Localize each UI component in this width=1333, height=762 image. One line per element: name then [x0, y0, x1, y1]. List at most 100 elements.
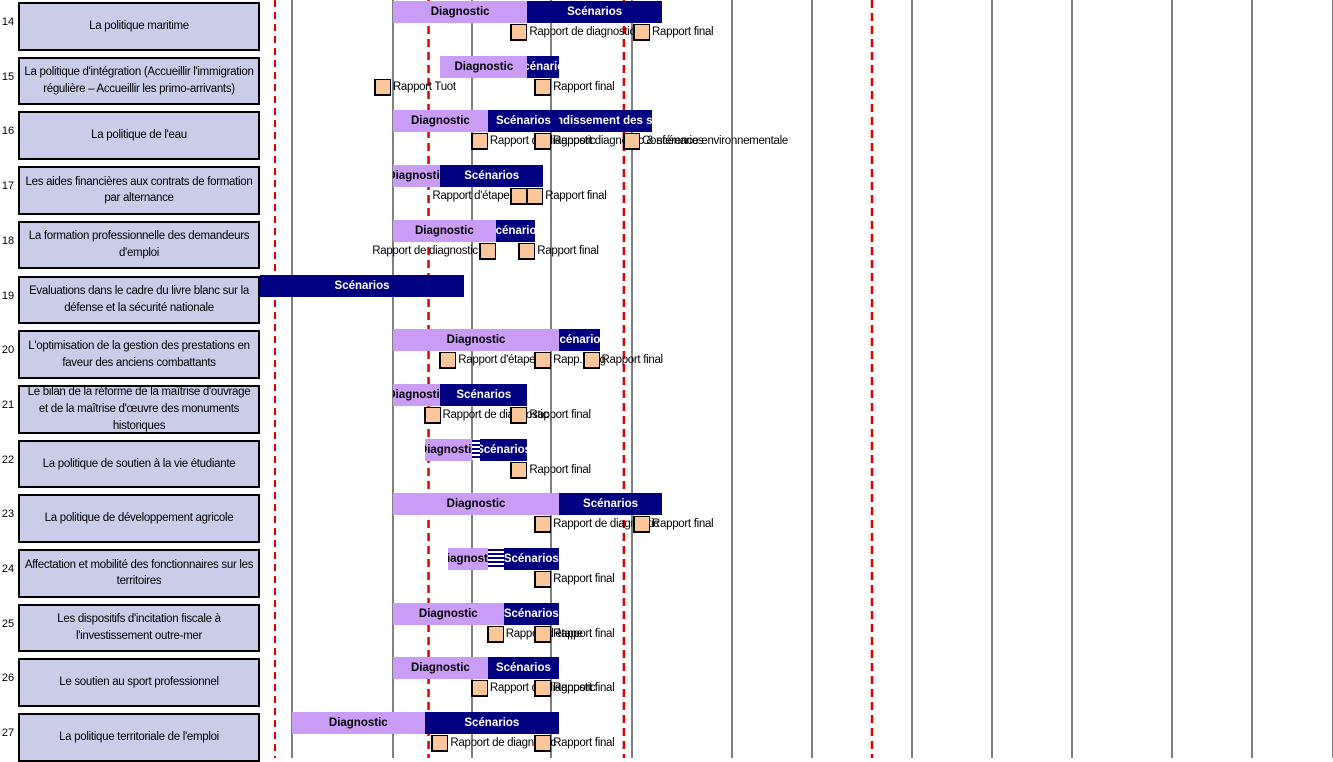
scenarios-bar: Scénarios — [527, 1, 662, 23]
milestone-icon — [534, 133, 552, 151]
milestone-icon — [534, 625, 552, 644]
row-number: 16 — [1, 125, 15, 138]
row-number: 27 — [1, 727, 15, 740]
milestone-icon — [439, 352, 457, 370]
diagnostic-bar: Diagnostic — [448, 548, 488, 570]
milestone-icon — [623, 133, 641, 151]
milestone-label: Rapport final — [553, 682, 615, 695]
milestone-label: Rapport final — [529, 463, 591, 476]
milestone-icon — [470, 133, 489, 151]
diagnostic-bar: Diagnostic — [424, 438, 472, 461]
milestone-icon — [534, 516, 552, 534]
milestone-label: Rapport final — [601, 354, 664, 367]
milestone-icon — [518, 242, 536, 261]
scenarios-bar: Scénarios — [440, 383, 528, 406]
row-label: La politique territoriale de l'emploi — [18, 713, 260, 762]
milestone-label: Rapport de diagnostic — [372, 244, 478, 257]
milestone-icon — [423, 406, 442, 425]
row-number: 14 — [1, 16, 15, 28]
transition-hatch — [487, 549, 504, 569]
milestone-icon — [534, 78, 552, 97]
milestone-label: Rapport de diagnostic — [529, 26, 635, 38]
milestone-icon — [534, 735, 552, 753]
row-label: La politique de l'eau — [18, 111, 260, 161]
scenarios-bar: Scénarios — [487, 657, 560, 680]
milestone-icon — [431, 735, 449, 753]
row-number: 18 — [1, 234, 15, 247]
row-label: Les dispositifs d'incitation fiscale à l… — [18, 603, 260, 653]
milestone-icon — [633, 24, 651, 42]
diagnostic-bar: Diagnostic — [393, 165, 441, 188]
milestone-label: Rapport final — [652, 26, 714, 38]
milestone-icon — [478, 242, 497, 261]
diagnostic-bar: Diagnostic — [393, 329, 560, 352]
row-label: Le soutien au sport professionnel — [18, 658, 260, 708]
row-number: 25 — [1, 617, 15, 630]
row-label: Affectation et mobilité des fonctionnair… — [18, 549, 260, 598]
row-label: L'optimisation de la gestion des prestat… — [18, 330, 260, 379]
diagnostic-bar: Diagnostic — [393, 493, 560, 516]
scenarios-bar: Approfondissement des scénarios — [559, 110, 652, 133]
milestone-icon — [510, 461, 528, 480]
milestone-label: Rapport final — [652, 518, 714, 531]
row-number: 24 — [1, 563, 15, 575]
row-label: Les aides financières aux contrats de fo… — [18, 166, 260, 215]
row-number: 26 — [1, 672, 15, 685]
scenarios-bar: Scénarios — [487, 110, 560, 133]
milestone-icon — [510, 406, 528, 425]
milestone-icon — [534, 680, 552, 698]
scenarios-bar: Scénarios — [559, 493, 662, 516]
scenarios-bar: Scénarios — [503, 548, 560, 570]
scenarios-bar: Scénarios — [260, 274, 465, 297]
row-number: 15 — [1, 70, 15, 83]
row-label: La formation professionnelle des demande… — [18, 220, 260, 270]
diagnostic-bar: Diagnostic — [292, 712, 425, 735]
milestone-label: Rapport final — [545, 190, 607, 203]
row-number: 19 — [1, 289, 15, 302]
row-label: Evaluations dans le cadre du livre blanc… — [18, 275, 260, 325]
milestone-label: Rapport d'étape — [458, 354, 536, 367]
milestone-icon — [470, 680, 489, 698]
scenarios-bar: Scénarios — [424, 712, 560, 735]
row-number: 17 — [1, 180, 15, 193]
diagnostic-bar: Diagnostic — [440, 55, 528, 78]
milestone-label: Rapport de diagnostic — [450, 737, 556, 750]
milestone-label: Rapport final — [553, 737, 615, 750]
row-number: 22 — [1, 453, 15, 466]
milestone-label: Conférence environnementale — [642, 135, 788, 148]
row-label: La politique d'intégration (Accueillir l… — [18, 56, 260, 106]
scenarios-bar: Scénarios — [503, 602, 560, 625]
milestone-label: Rapport final — [553, 627, 615, 640]
milestone-icon — [582, 352, 601, 370]
milestone-icon — [373, 78, 392, 97]
diagnostic-bar: Diagnostic — [393, 657, 488, 680]
row-number: 21 — [1, 398, 15, 411]
milestone-icon — [534, 352, 552, 370]
milestone-icon — [534, 571, 552, 589]
diagnostic-bar: Diagnostic — [393, 219, 496, 242]
row-number: 23 — [1, 508, 15, 521]
milestone-icon — [633, 516, 651, 534]
scenarios-bar: Scénarios — [479, 438, 528, 461]
milestone-icon — [510, 24, 528, 42]
transition-hatch — [472, 439, 480, 460]
scenarios-bar: Scénarios — [559, 329, 600, 352]
diagnostic-bar: Diagnostic — [393, 383, 441, 406]
scenarios-bar: Scénarios — [440, 165, 544, 188]
milestone-icon — [486, 625, 505, 644]
milestone-label: Rapport final — [553, 573, 615, 585]
diagnostic-bar: Diagnostic — [393, 110, 488, 133]
milestone-label: Rapport d'étape — [432, 190, 510, 203]
milestone-label: Rapport Tuot — [392, 80, 456, 93]
row-label: La politique maritime — [18, 2, 260, 51]
milestone-label: Rapport final — [529, 408, 591, 421]
milestone-icon — [526, 188, 544, 206]
milestone-label: Rapport de diagnostic — [553, 518, 659, 531]
milestone-label: Rapport final — [553, 80, 615, 93]
milestone-label: Rapport final — [537, 244, 599, 257]
row-label: Le bilan de la réforme de la maîtrise d'… — [18, 384, 260, 434]
row-number: 20 — [1, 344, 15, 357]
scenarios-bar: Scénarios — [527, 55, 560, 78]
scenarios-bar: Scénarios — [495, 219, 536, 242]
